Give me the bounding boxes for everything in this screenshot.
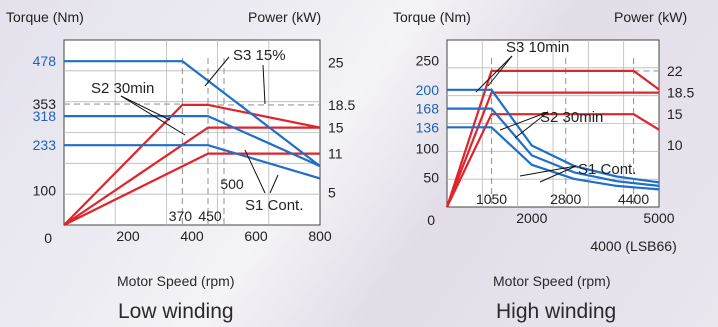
high-power-line [445,69,660,208]
low-power-line [63,126,320,226]
low-winding-caption: Low winding [118,300,234,323]
low-torque-axis-title: Torque (Nm) [6,9,84,25]
high-torque-axis-title: Torque (Nm) [393,9,471,25]
low-annotation-s3: S3 15% [233,47,286,64]
high-torque-line [447,88,660,184]
high-torque-tick: 200 [416,82,440,98]
high-power-axis-title: Power (kW) [614,9,687,25]
high-torque-line [447,126,660,191]
low-power-axis-title: Power (kW) [248,9,321,25]
low-speed-label: 500 [220,176,244,192]
low-torque-line [64,115,321,168]
high-x-tick-zero: 0 [427,212,435,228]
high-speed-label: 1050 [476,191,507,207]
low-annotation-leader [120,95,186,136]
high-x-tick: 5000 [643,210,674,226]
low-annotation-s2: S2 30min [91,80,154,97]
low-x-axis-title: Motor Speed (rpm) [117,273,235,289]
high-power-tick: 22 [667,63,683,79]
high-annotation-leader [487,55,513,87]
low-speed-label: 370 [169,208,193,224]
low-speed-label: 450 [198,208,222,224]
high-power-line [445,91,659,208]
high-torque-tick: 168 [416,101,440,117]
high-annotation-leader [539,165,577,183]
high-speed-label: 4400 [618,191,649,207]
low-power-tick: 18.5 [328,97,355,113]
low-torque-tick: 233 [33,137,57,153]
low-torque-line [64,60,321,167]
low-power-tick: 5 [328,185,336,201]
high-power-tick: 10 [667,137,683,153]
high-annotation-s2: S2 30min [540,109,603,126]
low-annotation-leader [120,95,171,121]
low-annotation-leader [262,64,266,105]
low-x-tick: 600 [244,228,268,244]
low-torque-tick: 318 [33,108,57,124]
low-annotation-s1: S1 Cont. [245,197,303,214]
low-power-line [63,152,320,226]
high-speed-label: 2800 [550,191,581,207]
high-power-line [446,113,660,208]
high-annotation-leader [514,111,549,139]
low-torque-line [64,144,321,180]
high-annotation-s3: S3 10min [506,39,569,56]
high-x-axis-title: Motor Speed (rpm) [493,273,611,289]
low-annotation-leader [204,56,230,87]
high-winding-caption: High winding [496,300,617,323]
high-speed-note: 4000 (LSB66) [590,238,676,254]
low-x-tick: 800 [308,228,332,244]
low-x-tick: 400 [180,228,204,244]
high-annotation-leader [519,165,577,177]
high-torque-tick: 136 [416,119,440,135]
low-power-tick: 11 [328,146,343,162]
low-x-tick-zero: 0 [44,230,52,246]
low-annotation-leader [269,174,279,194]
high-annotation-leader [475,55,513,93]
high-x-tick: 2000 [516,210,547,226]
high-annotation-leader [499,111,549,131]
low-power-tick: 15 [328,120,344,136]
low-torque-tick: 353 [33,96,57,112]
high-torque-tick: 50 [423,170,439,186]
low-power-tick: 25 [328,55,344,71]
low-torque-tick: 478 [33,53,57,69]
high-power-tick: 18.5 [667,85,694,101]
high-torque-tick: 100 [416,140,440,156]
high-annotation-s1: S1 Cont. [578,161,636,178]
low-x-tick: 200 [116,228,140,244]
high-torque-tick: 250 [416,53,440,69]
low-torque-tick: 100 [33,183,57,199]
high-torque-line [447,107,660,187]
low-annotation-leader [244,149,266,194]
low-power-line [63,103,321,226]
high-power-tick: 15 [667,106,683,122]
